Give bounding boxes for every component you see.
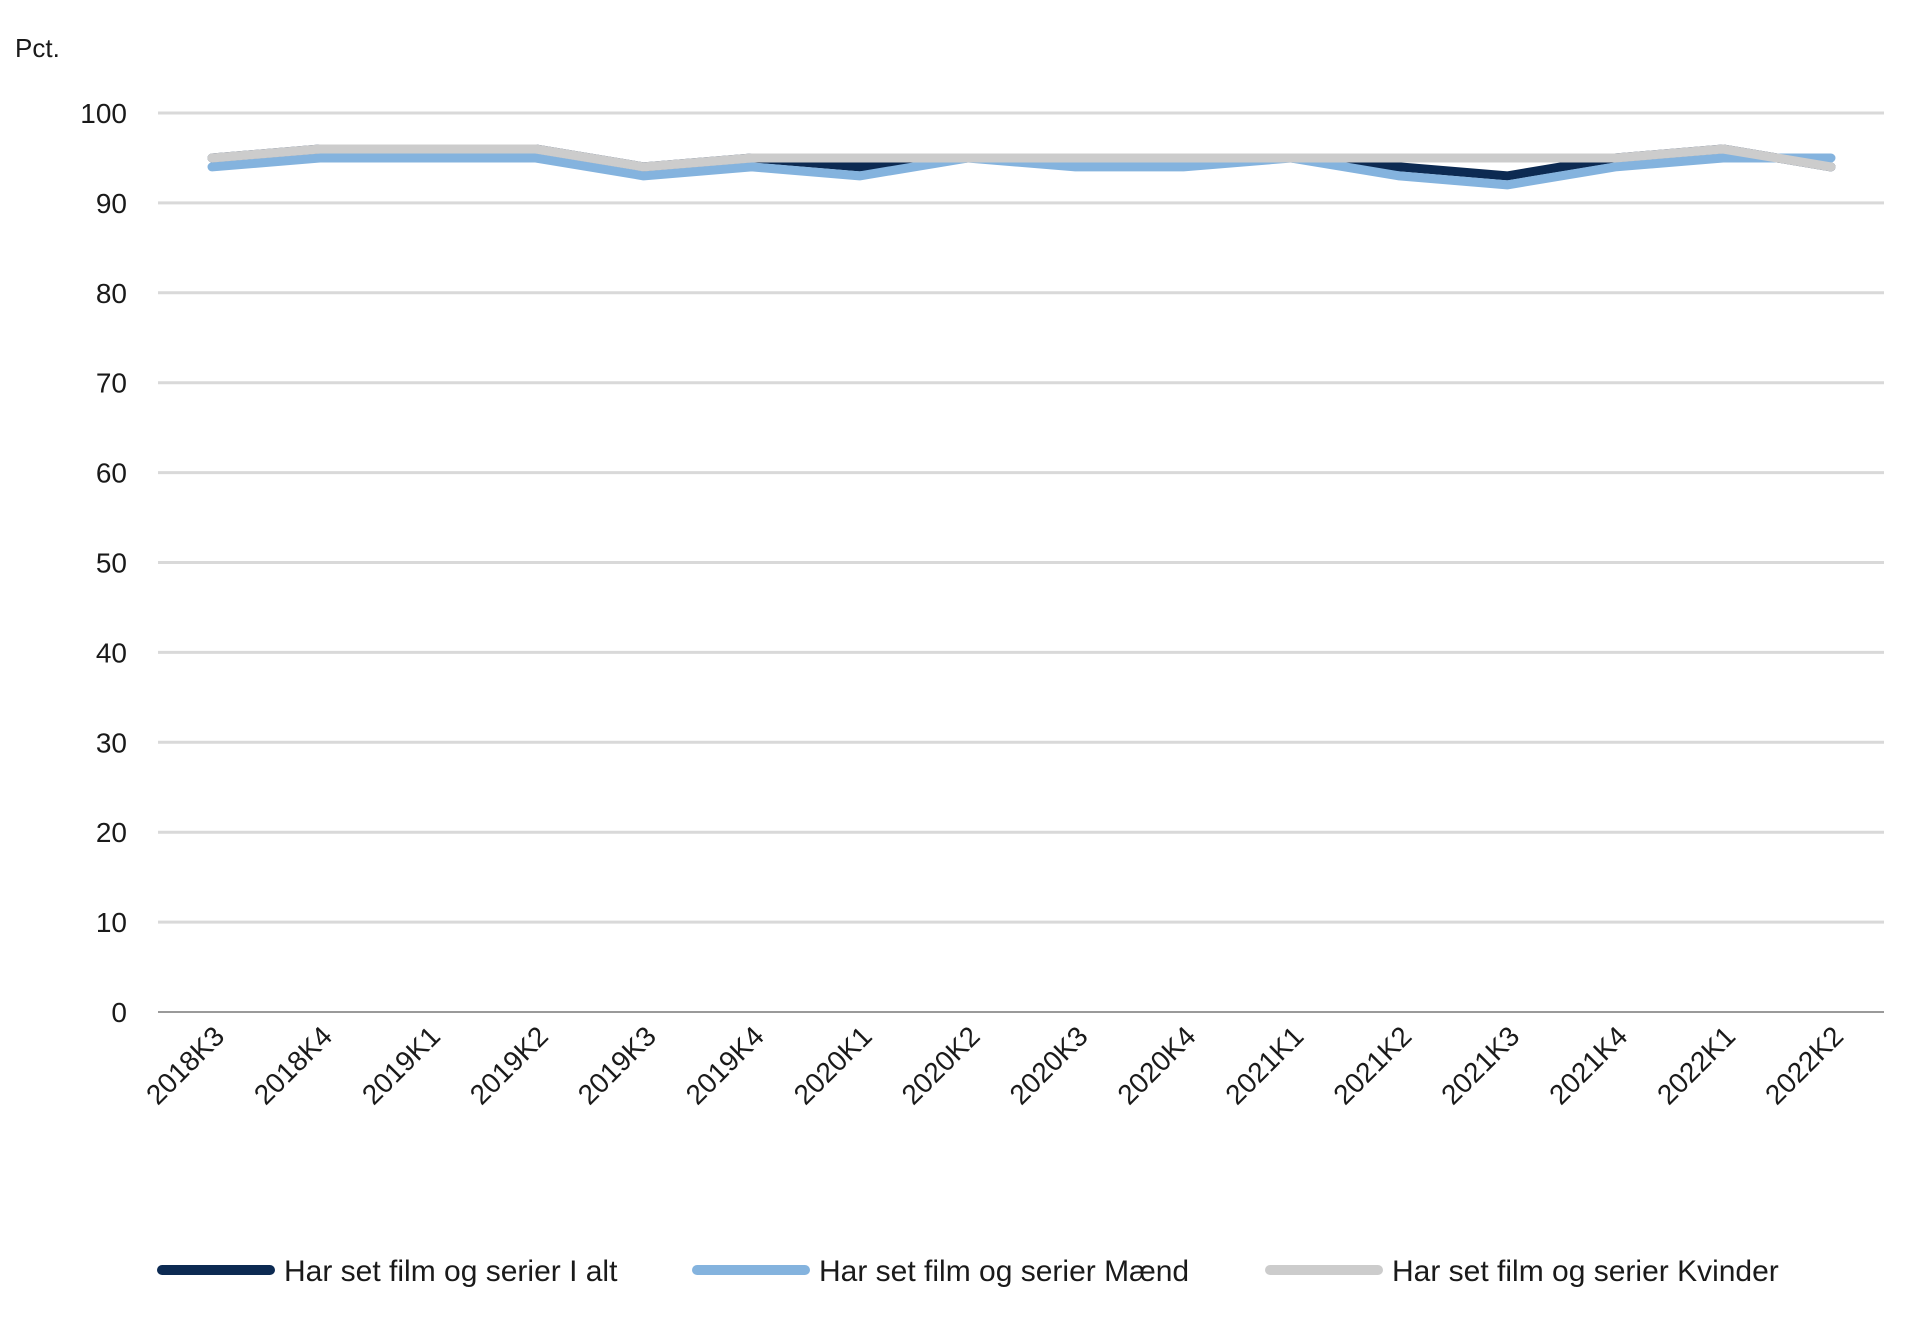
x-tick-label: 2020K4	[1111, 1020, 1201, 1110]
x-tick-label: 2020K1	[788, 1020, 878, 1110]
x-tick-label: 2022K1	[1651, 1020, 1741, 1110]
y-tick-label: 50	[96, 548, 127, 579]
y-axis-tick-labels: 0 10 20 30 40 50 60 70 80 90 100	[80, 98, 127, 1028]
y-tick-label: 60	[96, 458, 127, 489]
x-tick-label: 2022K2	[1759, 1020, 1849, 1110]
y-tick-label: 90	[96, 188, 127, 219]
x-tick-label: 2021K4	[1543, 1020, 1633, 1110]
y-tick-label: 20	[96, 817, 127, 848]
y-axis-unit-label: Pct.	[15, 33, 60, 63]
series-lines	[207, 144, 1836, 190]
x-tick-label: 2020K3	[1004, 1020, 1094, 1110]
legend-label: Har set film og serier I alt	[284, 1255, 618, 1288]
x-tick-label: 2021K3	[1435, 1020, 1525, 1110]
y-tick-label: 10	[96, 907, 127, 938]
x-tick-label: 2019K1	[356, 1020, 446, 1110]
y-tick-label: 80	[96, 278, 127, 309]
series-line	[207, 144, 1836, 172]
x-tick-label: 2018K4	[248, 1020, 338, 1110]
gridlines	[158, 111, 1884, 924]
x-tick-label: 2019K4	[680, 1020, 770, 1110]
y-tick-label: 0	[111, 997, 127, 1028]
legend-label: Har set film og serier Kvinder	[1392, 1255, 1779, 1288]
x-tick-label: 2019K3	[572, 1020, 662, 1110]
y-tick-label: 100	[80, 98, 127, 129]
x-tick-label: 2018K3	[140, 1020, 230, 1110]
legend-label: Har set film og serier Mænd	[819, 1255, 1189, 1288]
y-tick-label: 40	[96, 637, 127, 668]
x-tick-label: 2021K2	[1327, 1020, 1417, 1110]
y-tick-label: 30	[96, 727, 127, 758]
x-tick-label: 2020K2	[896, 1020, 986, 1110]
x-tick-label: 2019K2	[464, 1020, 554, 1110]
x-axis-tick-labels: 2018K3 2018K4 2019K1 2019K2 2019K3 2019K4 2020…	[140, 1020, 1849, 1110]
y-tick-label: 70	[96, 368, 127, 399]
x-tick-label: 2021K1	[1219, 1020, 1309, 1110]
legend: Har set film og serier I alt Har set film…	[157, 1255, 1779, 1288]
